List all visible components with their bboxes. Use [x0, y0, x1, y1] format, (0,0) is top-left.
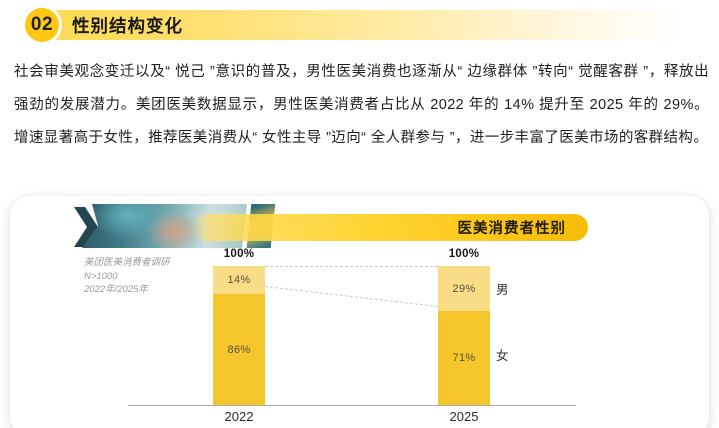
bar-segment-male-2022: 14%	[213, 266, 265, 295]
source-line: 2022年/2025年	[84, 284, 148, 295]
connector-line-100pct	[265, 266, 438, 267]
segment-value-label: 14%	[227, 274, 251, 287]
x-axis-label-2025: 2025	[449, 409, 479, 424]
source-line: 美团医美消费者调研	[84, 257, 170, 268]
chart-card: 医美消费者性别 美团医美消费者调研 N>1000 2022年/2025年 100…	[10, 196, 709, 428]
bar-total-label-2025: 100%	[448, 248, 480, 260]
series-label-female: 女	[496, 349, 509, 363]
chart-title-ribbon: 医美消费者性别	[193, 214, 588, 241]
segment-value-label: 71%	[452, 352, 476, 365]
data-source-note: 美团医美消费者调研 N>1000 2022年/2025年	[84, 256, 214, 297]
stacked-bar-2022: 14% 86%	[213, 266, 265, 405]
source-line: N>1000	[84, 270, 118, 282]
x-axis-line	[128, 405, 576, 406]
stacked-bar-2025: 29% 71%	[438, 266, 490, 405]
bar-total-label-2022: 100%	[223, 248, 255, 260]
section-header: 02 性别结构变化	[0, 0, 719, 50]
x-axis-label-2022: 2022	[224, 409, 254, 424]
connector-line-male-share	[264, 285, 438, 307]
series-label-male: 男	[496, 283, 509, 297]
section-title: 性别结构变化	[72, 15, 183, 36]
bar-segment-female-2022: 86%	[213, 294, 265, 405]
segment-value-label: 29%	[452, 282, 476, 295]
bar-segment-male-2025: 29%	[438, 266, 490, 312]
header-band	[24, 10, 700, 40]
body-paragraph: 社会审美观念变迁以及“ 悦己 ”意识的普及，男性医美消费也逐渐从“ 边缘群体 ”…	[14, 64, 709, 146]
bar-segment-female-2025: 71%	[438, 311, 490, 405]
section-number-badge: 02	[22, 5, 62, 45]
chart-title: 医美消费者性别	[457, 221, 566, 237]
segment-value-label: 86%	[227, 343, 251, 356]
